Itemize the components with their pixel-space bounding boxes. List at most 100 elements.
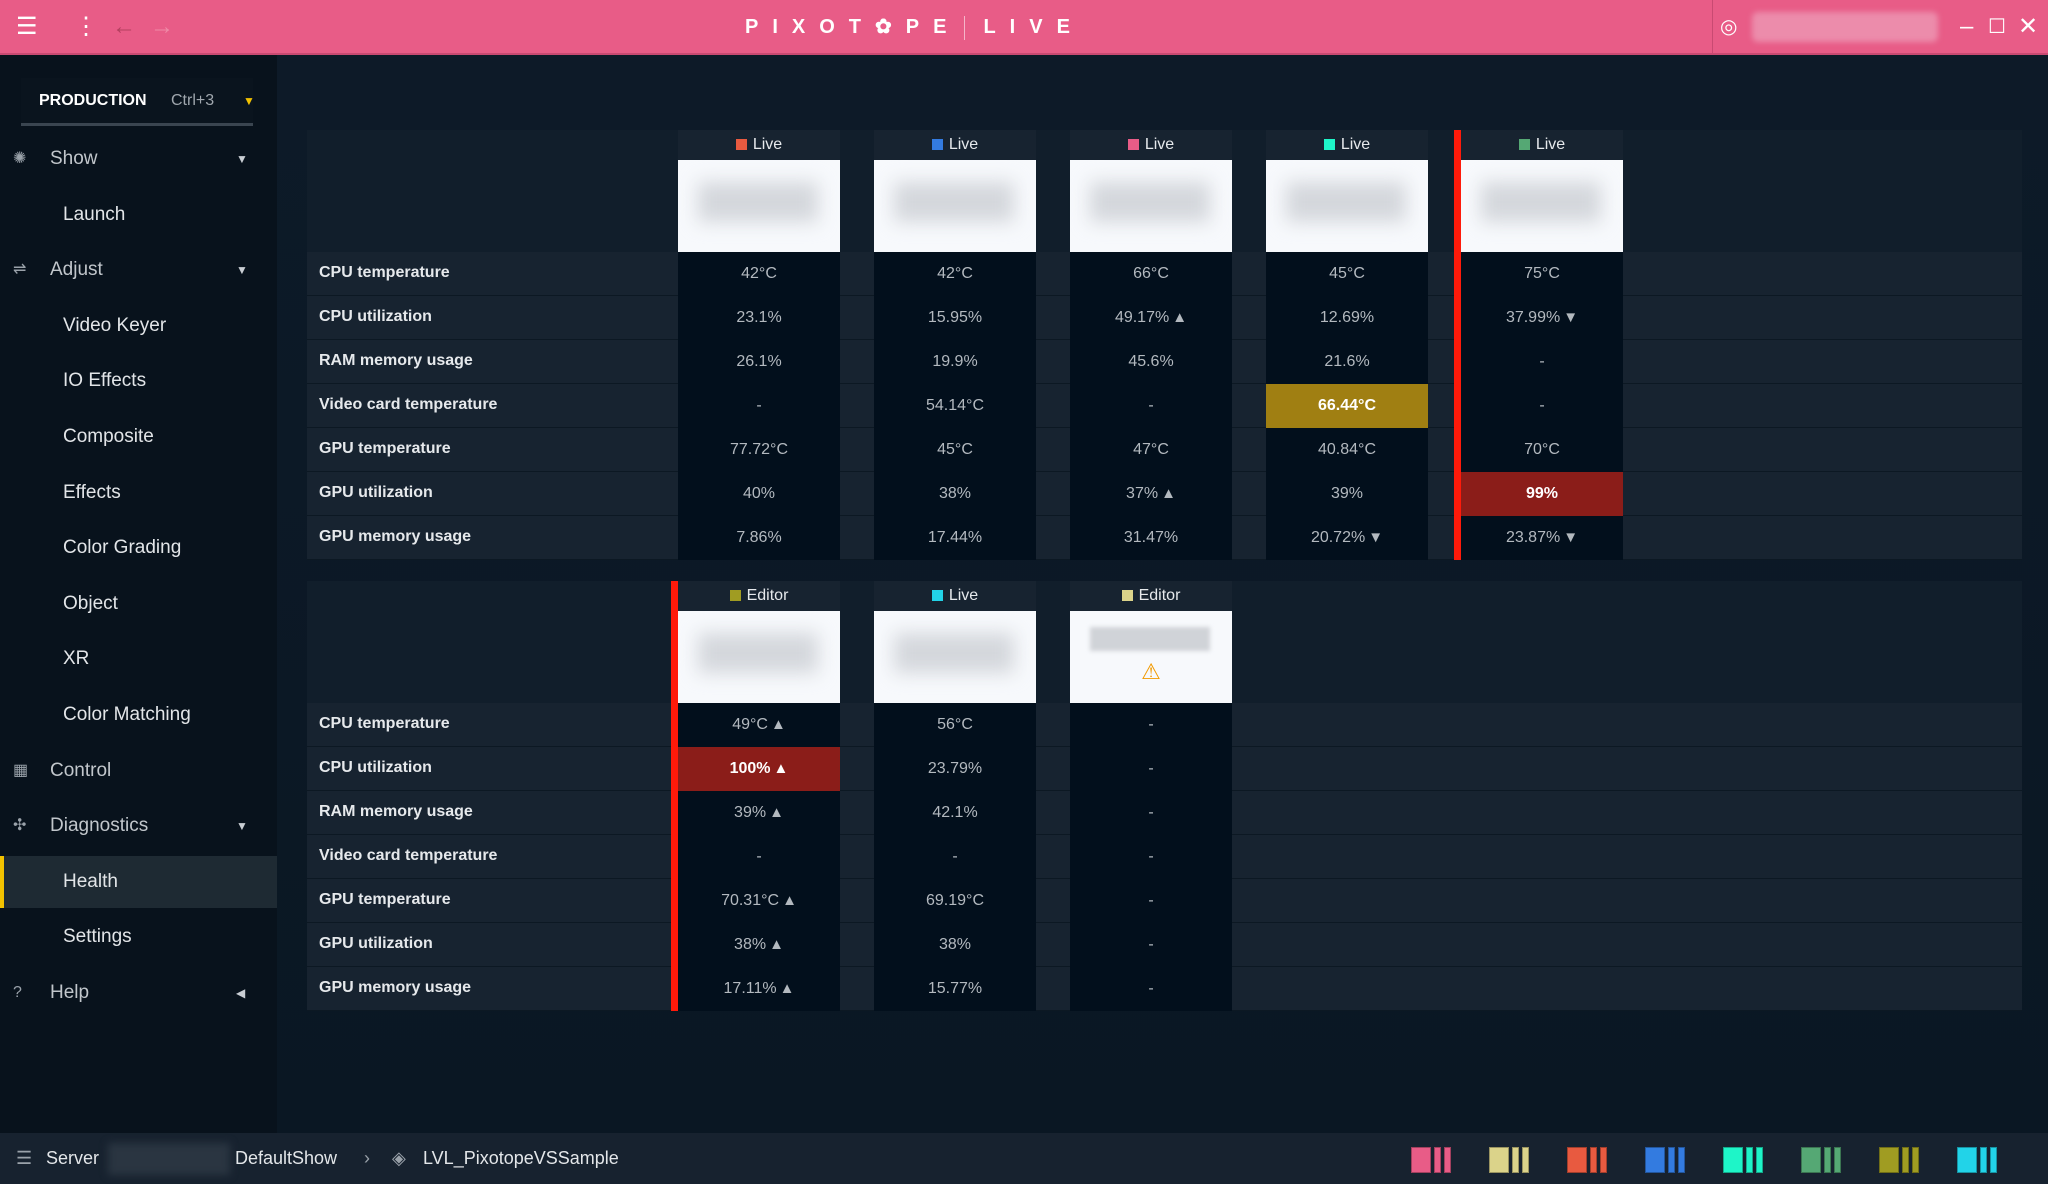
machine-thumbnail[interactable] xyxy=(1266,160,1428,252)
sidebar-item-adjust[interactable]: ⇌ Adjust ▼ xyxy=(0,244,277,296)
sidebar-item-settings[interactable]: Settings xyxy=(0,911,277,963)
chevron-icon[interactable]: ▼ xyxy=(236,152,248,166)
workspace-selector[interactable]: PRODUCTION Ctrl+3 ▼ xyxy=(21,78,255,126)
machine-header[interactable]: Editor xyxy=(1070,581,1232,611)
color-bar xyxy=(1756,1147,1763,1173)
back-arrow-icon[interactable]: ← xyxy=(112,13,136,40)
workspace-shortcut: Ctrl+3 xyxy=(171,92,215,109)
sidebar-item-video-keyer[interactable]: Video Keyer xyxy=(0,300,277,352)
metric-label: CPU utilization xyxy=(319,759,432,776)
value-text: 56°C xyxy=(937,716,973,733)
metric-value: 45°C xyxy=(874,428,1036,472)
machine-thumbnail[interactable] xyxy=(1070,160,1232,252)
sidebar-item-io-effects[interactable]: IO Effects xyxy=(0,355,277,407)
sidebar-item-help[interactable]: ? Help ◀ xyxy=(0,967,277,1019)
value-text: 42°C xyxy=(937,265,973,282)
machine-thumbnail[interactable] xyxy=(678,611,840,703)
show-name[interactable]: DefaultShow xyxy=(235,1148,338,1168)
value-text: - xyxy=(756,397,762,414)
sidebar-item-color-grading[interactable]: Color Grading xyxy=(0,522,277,574)
value-text: 70.31°C xyxy=(721,892,780,909)
sidebar-item-diagnostics[interactable]: ✣ Diagnostics ▼ xyxy=(0,800,277,852)
alert-indicator-bar xyxy=(1454,130,1461,560)
sidebar-item-launch[interactable]: Launch xyxy=(0,189,277,241)
sidebar-item-control[interactable]: ▦ Control xyxy=(0,745,277,797)
machine-thumbnail[interactable]: ⚠ xyxy=(1070,611,1232,703)
chevron-icon[interactable]: ◀ xyxy=(236,986,246,1000)
sidebar-item-label: Control xyxy=(50,759,112,781)
value-text: 38% xyxy=(938,485,972,502)
value-text: 7.86% xyxy=(736,529,782,546)
metric-value: 38% xyxy=(874,923,1036,967)
value-text: - xyxy=(756,848,762,865)
metric-label: GPU temperature xyxy=(319,440,451,457)
sidebar-item-label: Object xyxy=(63,592,118,614)
sidebar-item-effects[interactable]: Effects xyxy=(0,467,277,519)
value-text: 19.9% xyxy=(932,353,978,370)
color-bar xyxy=(1668,1147,1675,1173)
machine-role: Editor xyxy=(1138,587,1181,604)
help-icon: ? xyxy=(13,984,22,1001)
color-bar xyxy=(1600,1147,1607,1173)
sidebar-item-object[interactable]: Object xyxy=(0,578,277,630)
machine-thumbnail[interactable] xyxy=(678,160,840,252)
level-name[interactable]: LVL_PixotopeVSSample xyxy=(423,1148,619,1168)
sidebar-item-color-matching[interactable]: Color Matching xyxy=(0,689,277,741)
metric-value: 54.14°C xyxy=(874,384,1036,428)
metric-value: 23.1% xyxy=(678,296,840,340)
machine-color-swatch xyxy=(931,590,943,601)
value-text: 23.87% xyxy=(1505,529,1561,546)
value-text: 49°C xyxy=(732,716,768,733)
sidebar-item-label: Composite xyxy=(63,426,154,447)
chevron-icon[interactable]: ▼ xyxy=(236,819,248,834)
more-options-icon[interactable]: ⋮ xyxy=(74,13,98,40)
machine-header[interactable]: Live xyxy=(1070,130,1232,160)
machine-header[interactable]: Live xyxy=(874,581,1036,611)
metric-label: RAM memory usage xyxy=(319,352,473,369)
metric-value: 23.79% xyxy=(874,747,1036,791)
minimize-icon[interactable]: – xyxy=(1960,13,1974,40)
sidebar-item-xr[interactable]: XR xyxy=(0,633,277,685)
machine-header[interactable]: Editor xyxy=(678,581,840,611)
value-text: 38% xyxy=(938,936,972,953)
machine-header[interactable]: Live xyxy=(1461,130,1623,160)
machine-column: Live 56°C 23.79% 42.1% - 69.19°C 38% 15.77% xyxy=(874,581,1036,1011)
metric-value: 15.77% xyxy=(874,967,1036,1011)
color-bar xyxy=(1746,1147,1753,1173)
value-text: 38% xyxy=(734,936,767,953)
machine-thumbnail[interactable] xyxy=(874,611,1036,703)
sidebar-item-health[interactable]: Health xyxy=(0,855,277,908)
metric-value: 19.9% xyxy=(874,340,1036,384)
metric-value: 40% xyxy=(678,472,840,516)
user-icon[interactable]: ◎ xyxy=(1720,16,1738,38)
collapse-menu-icon[interactable]: ☰ xyxy=(16,13,38,40)
maximize-icon[interactable]: ☐ xyxy=(1988,16,2006,38)
forward-arrow-icon[interactable]: → xyxy=(150,13,174,40)
machine-color-swatch xyxy=(931,139,943,150)
machine-name-blurred xyxy=(894,182,1014,222)
color-bar xyxy=(1522,1147,1529,1173)
value-text: 100% xyxy=(729,760,771,777)
machine-thumbnail[interactable] xyxy=(1461,160,1623,252)
chevron-icon[interactable]: ▼ xyxy=(236,263,248,278)
machine-header[interactable]: Live xyxy=(874,130,1036,160)
machine-role: Live xyxy=(1144,136,1175,153)
metric-label: CPU temperature xyxy=(319,264,450,281)
color-bar xyxy=(1444,1147,1451,1173)
metric-value: 17.11% ▲ xyxy=(678,967,840,1011)
trend-up-icon: ▲ xyxy=(782,892,797,909)
sidebar-item-label: XR xyxy=(63,648,90,670)
health-table: CPU temperature CPU utilization RAM memory… xyxy=(307,581,2022,1011)
sidebar-item-show[interactable]: ✺ Show ▼ xyxy=(0,133,277,185)
metric-value: - xyxy=(1070,879,1232,923)
trend-up-icon: ▲ xyxy=(769,936,784,953)
machine-header[interactable]: Live xyxy=(1266,130,1428,160)
machine-thumbnail[interactable] xyxy=(874,160,1036,252)
value-text: - xyxy=(1148,397,1154,414)
machine-role: Live xyxy=(948,587,979,604)
sidebar-item-composite[interactable]: Composite xyxy=(0,411,277,463)
metric-value: 17.44% xyxy=(874,516,1036,560)
machine-header[interactable]: Live xyxy=(678,130,840,160)
value-text: 37.99% xyxy=(1505,309,1561,326)
close-icon[interactable]: ✕ xyxy=(2018,13,2039,40)
